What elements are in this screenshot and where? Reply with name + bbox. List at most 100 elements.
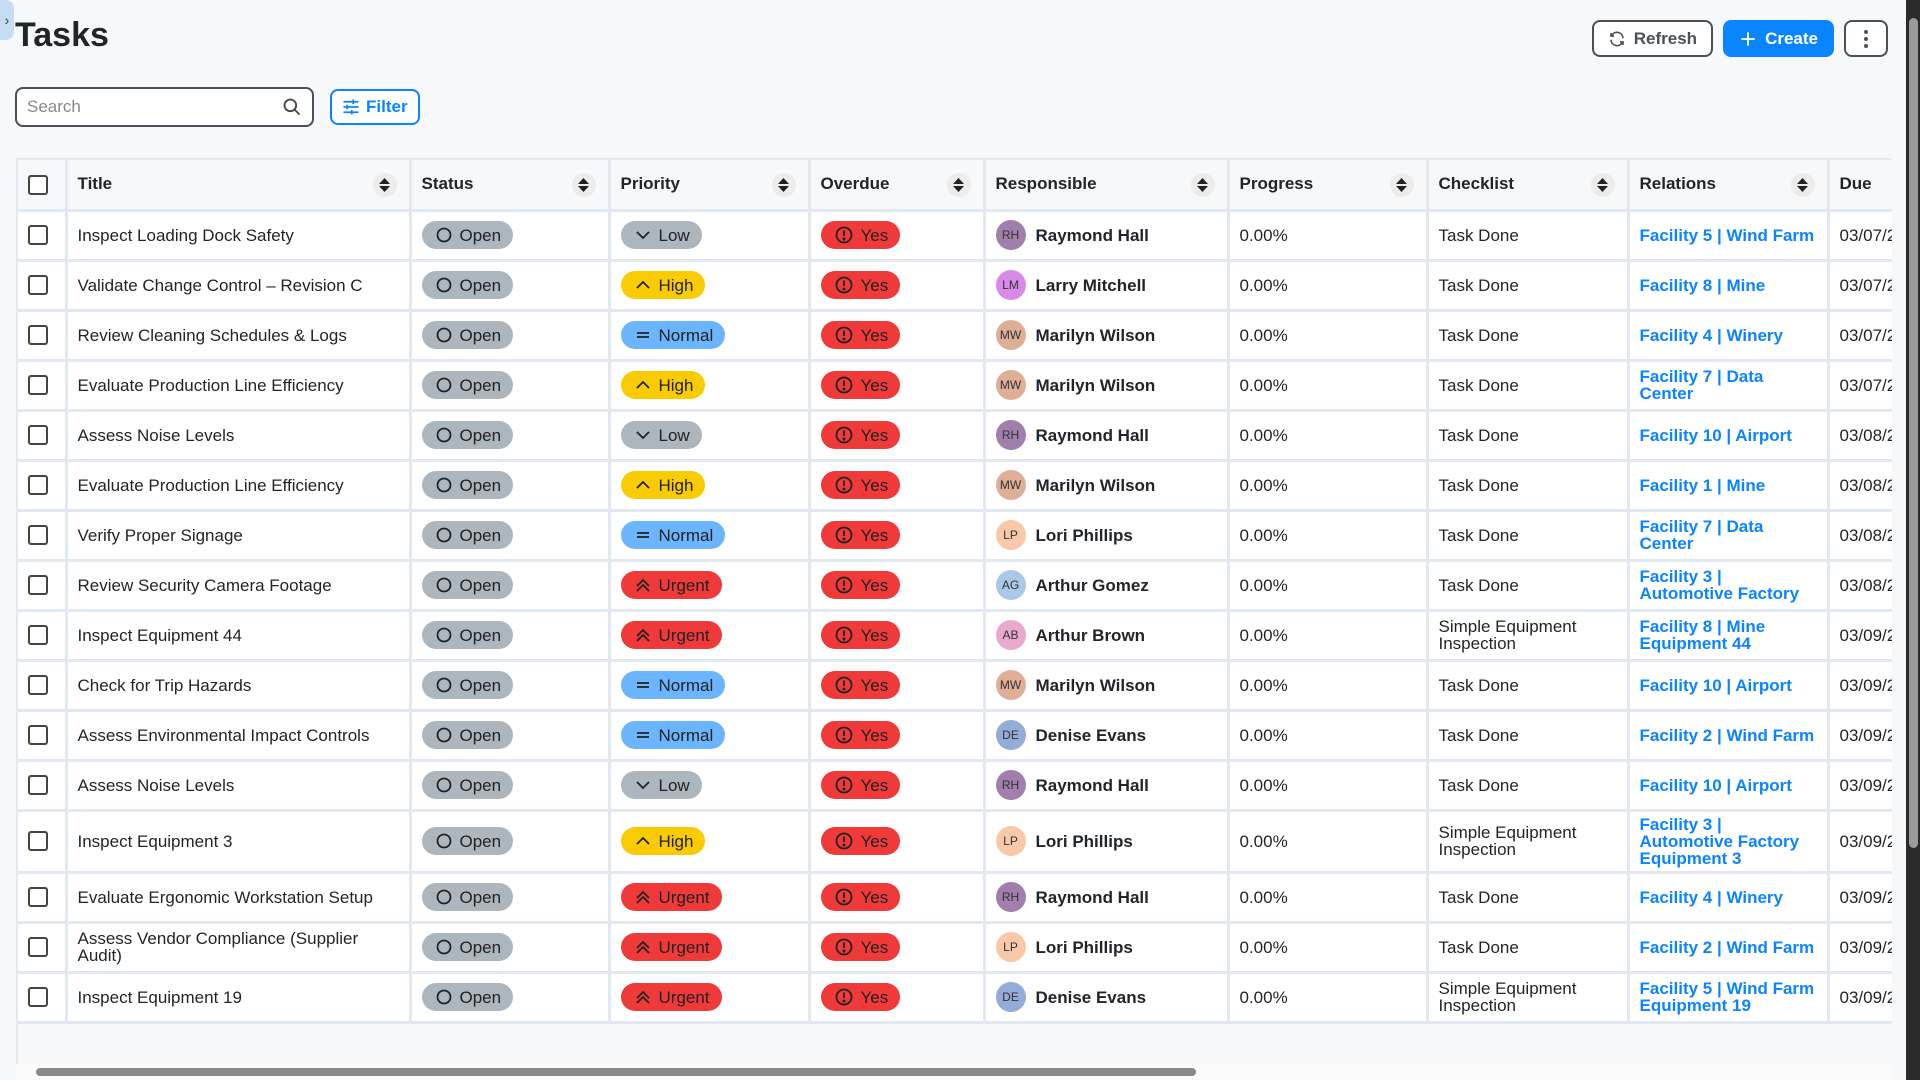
title-cell[interactable]: Assess Noise Levels [66,760,412,812]
column-header-title[interactable]: Title [66,160,412,212]
title-cell[interactable]: Inspect Loading Dock Safety [66,210,412,262]
sort-icon[interactable] [1190,173,1215,197]
sidebar-expand-button[interactable]: › [0,0,14,40]
table-row[interactable]: Assess Noise Levels Open Low Yes RH Raymond H… [18,760,1892,812]
sort-icon[interactable] [946,173,971,197]
row-checkbox[interactable] [28,375,48,395]
sort-icon[interactable] [1590,173,1615,197]
relation-link[interactable]: Facility 4 | Winery [1639,887,1784,907]
relation-link[interactable]: Facility 8 | Mine Equipment 44 [1639,617,1766,653]
search-input[interactable] [27,97,282,117]
vertical-scroll-thumb[interactable] [1909,18,1918,848]
horizontal-scrollbar[interactable] [16,1064,1892,1080]
table-row[interactable]: Assess Vendor Compliance (Supplier Audit… [18,922,1892,974]
table-row[interactable]: Evaluate Production Line Efficiency Open H… [18,460,1892,512]
title-cell[interactable]: Validate Change Control – Revision C [66,260,412,312]
relation-link[interactable]: Facility 7 | Data Center [1639,517,1764,553]
relation-link[interactable]: Facility 2 | Wind Farm [1639,937,1815,957]
title-cell[interactable]: Inspect Equipment 19 [66,972,412,1024]
table-row[interactable]: Review Cleaning Schedules & Logs Open Norm… [18,310,1892,362]
relation-link[interactable]: Facility 10 | Airport [1639,425,1792,445]
title-cell[interactable]: Inspect Equipment 3 [66,810,412,874]
row-checkbox[interactable] [28,425,48,445]
relation-link[interactable]: Facility 5 | Wind Farm Equipment 19 [1639,979,1815,1015]
horizontal-scroll-thumb[interactable] [36,1068,1196,1076]
vertical-scrollbar[interactable] [1906,0,1920,1080]
relation-link[interactable]: Facility 2 | Wind Farm [1639,725,1815,745]
row-checkbox[interactable] [28,225,48,245]
row-checkbox[interactable] [28,725,48,745]
column-header-overdue[interactable]: Overdue [809,160,986,212]
relation-link[interactable]: Facility 4 | Winery [1639,325,1784,345]
sort-icon[interactable] [1389,173,1414,197]
relation-link[interactable]: Facility 8 | Mine [1639,275,1766,295]
column-header-status[interactable]: Status [410,160,611,212]
create-button[interactable]: Create [1723,20,1834,57]
filter-button[interactable]: Filter [330,89,420,125]
sort-icon[interactable] [372,173,397,197]
title-cell[interactable]: Assess Vendor Compliance (Supplier Audit… [66,922,412,974]
table-row[interactable]: Check for Trip Hazards Open Normal Yes MW Mar… [18,660,1892,712]
title-cell[interactable]: Evaluate Ergonomic Workstation Setup [66,872,412,924]
table-row[interactable]: Validate Change Control – Revision C Open… [18,260,1892,312]
responsible-name: Denise Evans [1035,987,1147,1007]
column-header-responsible[interactable]: Responsible [984,160,1230,212]
title-cell[interactable]: Evaluate Production Line Efficiency [66,460,412,512]
table-row[interactable]: Review Security Camera Footage Open Urgent… [18,560,1892,612]
row-checkbox[interactable] [28,937,48,957]
relation-link[interactable]: Facility 10 | Airport [1639,675,1792,695]
table-row[interactable]: Assess Noise Levels Open Low Yes RH Raymond H… [18,410,1892,462]
title-cell[interactable]: Check for Trip Hazards [66,660,412,712]
column-header-due[interactable]: Due [1828,160,1892,212]
select-all-checkbox[interactable] [28,174,48,195]
relation-link[interactable]: Facility 3 | Automotive Factory [1639,567,1800,603]
table-row[interactable]: Assess Environmental Impact Controls Open… [18,710,1892,762]
table-row[interactable]: Verify Proper Signage Open Normal Yes LP Lori… [18,510,1892,562]
row-checkbox[interactable] [28,987,48,1007]
relation-link[interactable]: Facility 3 | Automotive Factory Equipmen… [1639,814,1800,868]
row-checkbox[interactable] [28,325,48,345]
sort-icon[interactable] [571,173,596,197]
table-row[interactable]: Inspect Equipment 3 Open High Yes LP Lori Phi… [18,810,1892,874]
column-header-priority[interactable]: Priority [609,160,811,212]
status-cell: Open [410,310,611,362]
status-badge: Open [421,471,514,499]
table-row[interactable]: Evaluate Ergonomic Workstation Setup Open… [18,872,1892,924]
checklist-cell: Simple Equipment Inspection [1427,610,1630,662]
title-cell[interactable]: Assess Noise Levels [66,410,412,462]
title-cell[interactable]: Review Security Camera Footage [66,560,412,612]
row-checkbox[interactable] [28,887,48,907]
refresh-button[interactable]: Refresh [1591,20,1714,57]
search-icon[interactable] [282,97,302,117]
row-checkbox[interactable] [28,575,48,595]
row-checkbox[interactable] [28,831,48,851]
table-row[interactable]: Inspect Equipment 44 Open Urgent Yes AB Arthu… [18,610,1892,662]
sort-icon[interactable] [1790,173,1815,197]
title-cell[interactable]: Evaluate Production Line Efficiency [66,360,412,412]
row-checkbox[interactable] [28,675,48,695]
table-row[interactable]: Inspect Loading Dock Safety Open Low Yes RH R… [18,210,1892,262]
title-cell[interactable]: Inspect Equipment 44 [66,610,412,662]
more-options-button[interactable] [1844,20,1888,57]
sort-icon[interactable] [771,173,796,197]
due-cell: 03/09/2 [1828,660,1892,712]
relation-link[interactable]: Facility 7 | Data Center [1639,367,1764,403]
title-cell[interactable]: Review Cleaning Schedules & Logs [66,310,412,362]
relation-link[interactable]: Facility 1 | Mine [1639,475,1766,495]
title-cell[interactable]: Assess Environmental Impact Controls [66,710,412,762]
relation-link[interactable]: Facility 10 | Airport [1639,775,1792,795]
column-header-relations[interactable]: Relations [1628,160,1830,212]
row-checkbox[interactable] [28,275,48,295]
row-checkbox[interactable] [28,475,48,495]
relation-link[interactable]: Facility 5 | Wind Farm [1639,225,1815,245]
title-cell[interactable]: Verify Proper Signage [66,510,412,562]
row-checkbox[interactable] [28,625,48,645]
row-checkbox[interactable] [28,525,48,545]
table-row[interactable]: Evaluate Production Line Efficiency Open H… [18,360,1892,412]
row-checkbox[interactable] [28,775,48,795]
task-title: Inspect Equipment 3 [77,831,233,851]
column-header-progress[interactable]: Progress [1228,160,1429,212]
responsible-cell: LP Lori Phillips [984,810,1230,874]
column-header-checklist[interactable]: Checklist [1427,160,1630,212]
table-row[interactable]: Inspect Equipment 19 Open Urgent Yes DE Denis… [18,972,1892,1024]
